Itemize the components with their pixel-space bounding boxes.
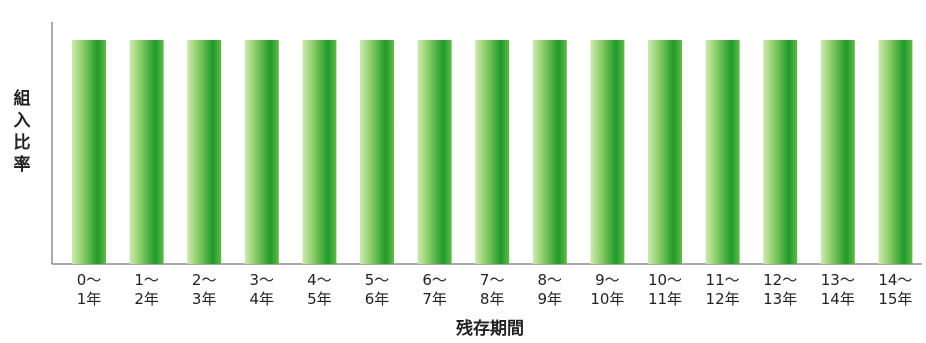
bar-5 — [360, 40, 394, 264]
bar-4 — [302, 40, 337, 264]
bar-10 — [648, 40, 682, 264]
bar-13 — [820, 40, 855, 264]
bar-2 — [187, 40, 222, 264]
bar-0 — [72, 40, 106, 264]
x-tick-label-6: 6〜 7年 — [422, 271, 447, 308]
bar-3 — [244, 40, 279, 264]
x-tick-label-14: 14〜 15年 — [878, 271, 912, 308]
x-tick-label-7: 7〜 8年 — [480, 271, 505, 308]
x-tick-label-8: 8〜 9年 — [538, 271, 563, 308]
x-axis-label: 残存期間 — [456, 318, 524, 339]
tick-labels-group: 0〜 1年 1〜 2年 2〜 3年 3〜 4年 4〜 5年 5〜 6年 6〜 7年 7〜 8年 8〜 9年 9〜 10… — [77, 271, 913, 308]
x-tick-label-3: 3〜 4年 — [250, 271, 275, 308]
bar-9 — [590, 40, 625, 264]
bar-14 — [878, 40, 913, 264]
x-tick-label-2: 2〜 3年 — [192, 271, 217, 308]
x-tick-label-12: 12〜 13年 — [763, 271, 797, 308]
x-tick-label-9: 9〜 10年 — [590, 271, 624, 308]
y-axis-label: 組入比率 — [14, 88, 31, 175]
bar-11 — [705, 40, 740, 264]
x-tick-label-13: 13〜 14年 — [821, 271, 855, 308]
bar-1 — [129, 40, 164, 264]
bar-6 — [417, 40, 452, 264]
x-tick-label-1: 1〜 2年 — [134, 271, 159, 308]
bar-8 — [532, 40, 567, 264]
x-tick-label-0: 0〜 1年 — [77, 271, 102, 308]
x-tick-label-4: 4〜 5年 — [307, 271, 332, 308]
x-tick-label-11: 11〜 12年 — [706, 271, 740, 308]
bar-12 — [763, 40, 798, 264]
bars-group — [72, 40, 913, 264]
bar-7 — [475, 40, 510, 264]
x-tick-label-5: 5〜 6年 — [365, 271, 390, 308]
x-tick-label-10: 10〜 11年 — [648, 271, 682, 308]
